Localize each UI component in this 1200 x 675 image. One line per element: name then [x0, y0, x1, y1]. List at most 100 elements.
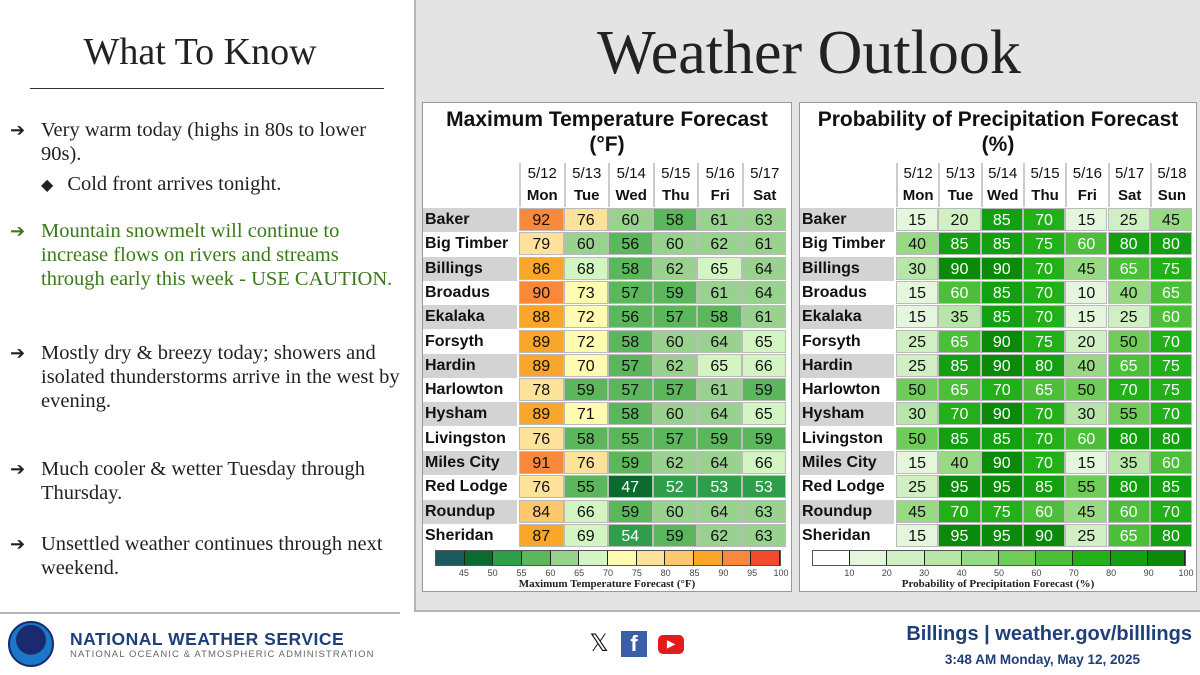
forecast-cell: 64	[697, 451, 742, 474]
youtube-icon[interactable]: ▶	[658, 635, 684, 654]
forecast-cell: 85	[980, 232, 1023, 256]
forecast-cell: 60	[563, 232, 608, 256]
what-to-know-title: What To Know	[83, 31, 317, 73]
forecast-cell: 57	[608, 280, 653, 304]
arrow-right-icon: ➔	[10, 459, 26, 479]
forecast-cell: 80	[1107, 232, 1150, 256]
forecast-cell: 86	[519, 256, 564, 280]
forecast-cell: 70	[938, 402, 981, 426]
legend-swatch	[924, 551, 962, 565]
precip-probability-table: Probability of Precipitation Forecast (%)…	[799, 102, 1197, 592]
city-name: Harlowton	[425, 381, 504, 399]
forecast-cell: 79	[519, 232, 564, 256]
forecast-cell: 84	[519, 499, 564, 523]
forecast-cell: 90	[980, 451, 1023, 474]
agency-subtitle: NATIONAL OCEANIC & ATMOSPHERIC ADMINISTR…	[70, 649, 375, 660]
city-name: Red Lodge	[802, 478, 885, 496]
forecast-cell: 59	[741, 378, 786, 402]
forecast-cell: 70	[1149, 499, 1193, 523]
forecast-cell: 58	[608, 256, 653, 280]
forecast-cell: 70	[938, 499, 981, 523]
column-header: 5/14 Wed	[608, 163, 653, 207]
forecast-cell: 58	[563, 426, 608, 450]
facebook-icon[interactable]: f	[621, 631, 647, 657]
timestamp: 3:48 AM Monday, May 12, 2025	[944, 652, 1140, 667]
legend-swatch	[1110, 551, 1148, 565]
column-header: 5/14 Wed	[980, 163, 1023, 207]
forecast-cell: 15	[1065, 305, 1108, 329]
city-name: Red Lodge	[425, 478, 508, 496]
forecast-cell: 90	[1022, 523, 1066, 547]
legend-tick: 40	[956, 568, 967, 578]
forecast-cell: 15	[896, 208, 939, 231]
forecast-cell: 60	[652, 232, 697, 256]
forecast-cell: 45	[1065, 499, 1108, 523]
forecast-cell: 70	[1022, 305, 1066, 329]
forecast-cell: 15	[1065, 208, 1108, 231]
forecast-cell: 90	[980, 402, 1023, 426]
forecast-cell: 75	[1149, 353, 1193, 377]
forecast-cell: 62	[652, 256, 697, 280]
city-name: Big Timber	[802, 235, 886, 253]
forecast-cell: 68	[563, 256, 608, 280]
forecast-cell: 78	[519, 378, 564, 402]
city-name: Big Timber	[425, 235, 509, 253]
legend-tick: 100	[1178, 568, 1194, 578]
forecast-cell: 50	[1065, 378, 1108, 402]
forecast-cell: 53	[741, 475, 786, 499]
city-name: Broadus	[802, 283, 867, 301]
city-name: Miles City	[423, 451, 517, 475]
legend-tick: 50	[993, 568, 1005, 578]
forecast-cell: 47	[608, 475, 653, 499]
diamond-icon: ◆	[41, 177, 54, 194]
forecast-cell: 35	[938, 305, 981, 329]
forecast-cell: 70	[1149, 329, 1193, 353]
x-icon[interactable]: 𝕏	[589, 630, 609, 657]
forecast-cell: 59	[563, 378, 608, 402]
divider	[0, 612, 400, 614]
forecast-cell: 25	[1107, 305, 1150, 329]
forecast-cell: 75	[980, 499, 1023, 523]
column-header: 5/15 Thu	[1022, 163, 1065, 207]
forecast-cell: 35	[1107, 451, 1150, 474]
city-name: Baker	[423, 208, 517, 232]
forecast-cell: 61	[697, 280, 742, 304]
forecast-cell: 65	[697, 256, 742, 280]
forecast-cell: 60	[1022, 499, 1066, 523]
forecast-cell: 56	[608, 305, 653, 329]
forecast-cell: 61	[741, 305, 786, 329]
legend-swatch	[887, 551, 925, 565]
forecast-cell: 25	[896, 475, 939, 499]
forecast-cell: 69	[563, 523, 608, 547]
office-link[interactable]: Billings | weather.gov/billlings	[906, 623, 1192, 645]
forecast-cell: 63	[741, 499, 786, 523]
forecast-cell: 58	[652, 208, 697, 231]
divider	[30, 88, 384, 89]
legend-tick: 30	[919, 568, 930, 578]
forecast-cell: 70	[980, 378, 1023, 402]
forecast-cell: 72	[563, 305, 608, 329]
legend-tick: 10	[844, 568, 855, 578]
forecast-cell: 40	[896, 232, 939, 256]
legend-swatch	[1147, 551, 1186, 565]
forecast-cell: 80	[1149, 426, 1193, 450]
forecast-cell: 85	[980, 208, 1023, 231]
forecast-cell: 65	[697, 353, 742, 377]
forecast-cell: 59	[697, 426, 742, 450]
forecast-cell: 76	[563, 208, 608, 231]
forecast-cell: 85	[980, 305, 1023, 329]
temp-legend-caption: Maximum Temperature Forecast (°F)	[518, 578, 696, 590]
legend-swatch	[608, 551, 637, 565]
forecast-cell: 85	[938, 232, 981, 256]
city-name: Billings	[800, 256, 894, 281]
city-name: Forsyth	[425, 332, 484, 350]
forecast-cell: 60	[1149, 305, 1193, 329]
legend-tick: 45	[458, 568, 469, 578]
forecast-cell: 60	[938, 280, 981, 304]
sub-bullet: ◆ Cold front arrives tonight.	[41, 173, 282, 195]
forecast-cell: 65	[938, 378, 981, 402]
legend-swatch	[850, 551, 888, 565]
legend-swatch	[1036, 551, 1074, 565]
forecast-cell: 15	[896, 280, 939, 304]
forecast-cell: 25	[1065, 523, 1108, 547]
